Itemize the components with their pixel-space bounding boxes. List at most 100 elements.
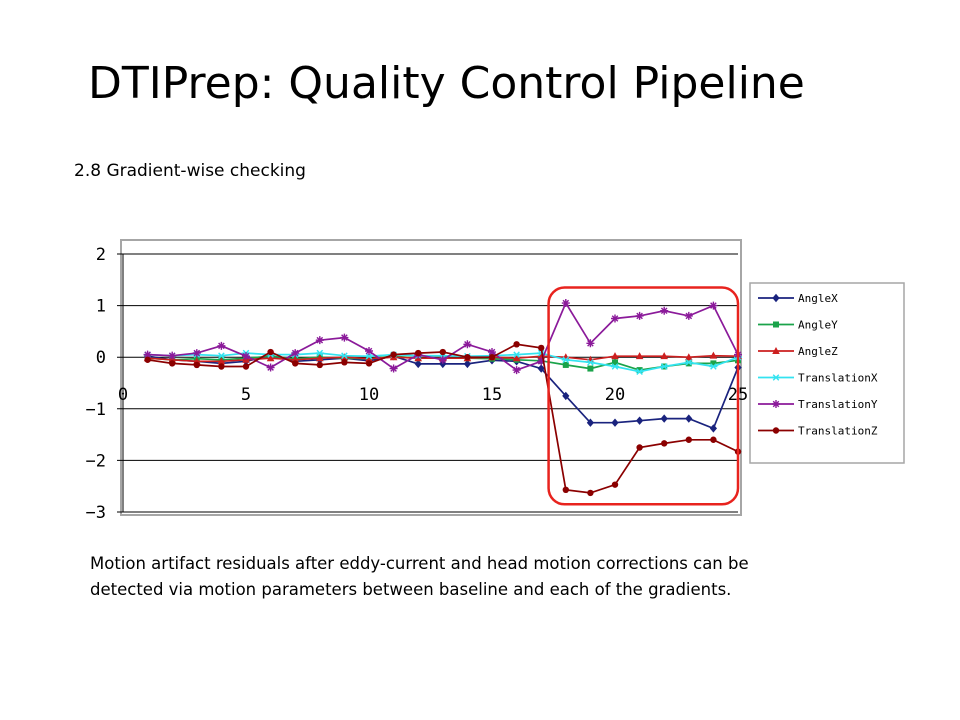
- translationx-point: [217, 352, 226, 359]
- x-tick-label: 10: [359, 385, 379, 405]
- translationz-point: [415, 349, 422, 357]
- angley-point: [710, 360, 717, 367]
- translationz-point: [390, 351, 397, 358]
- anglez-point: [611, 352, 619, 360]
- translationy-point: [438, 355, 447, 364]
- y-tick-label: −2: [86, 451, 106, 471]
- legend-item-anglex: AngleX: [758, 292, 838, 305]
- plot-area-border: [120, 239, 742, 516]
- translationz-point: [242, 363, 250, 370]
- translationz-point: [464, 354, 471, 361]
- translationx-point: [561, 356, 570, 364]
- translationx-point: [340, 352, 349, 359]
- translationz-point: [538, 344, 545, 352]
- series-translationz: [144, 341, 742, 497]
- translationx-point: [660, 363, 669, 370]
- translationz-point: [488, 354, 496, 361]
- legend-label: AngleZ: [798, 345, 838, 358]
- legend-marker: [773, 321, 779, 328]
- translationy-point: [684, 311, 693, 320]
- translationz-point: [341, 359, 348, 366]
- translationz-point: [562, 486, 569, 494]
- highlight-box: [547, 286, 740, 506]
- series-lines: [143, 299, 742, 497]
- caption: Motion artifact residuals after eddy-cur…: [90, 551, 910, 602]
- legend-label: AngleY: [798, 319, 838, 332]
- translationz-point: [193, 361, 200, 369]
- translationz-point: [611, 481, 619, 488]
- translationz-point: [365, 360, 373, 367]
- slide-title: DTIPrep: Quality Control Pipeline: [88, 58, 805, 109]
- translationy-point: [635, 311, 644, 320]
- translationx-point: [635, 368, 644, 375]
- translationy-point: [291, 349, 300, 358]
- translationy-point: [217, 341, 226, 350]
- anglex-point: [709, 424, 717, 433]
- translationx-point: [611, 363, 619, 370]
- translationy-point: [512, 366, 521, 375]
- translationz-point: [661, 440, 668, 447]
- legend-marker: [772, 293, 780, 303]
- translationy-point: [340, 333, 349, 342]
- translationy-point: [168, 351, 177, 360]
- translationy-point: [266, 363, 275, 372]
- angley-point: [612, 359, 618, 366]
- x-tick-label: 5: [241, 385, 251, 405]
- translationy-point: [488, 348, 496, 357]
- legend-label: TranslationY: [798, 398, 878, 411]
- angley-point: [587, 365, 594, 372]
- legend-item-translationy: TranslationY: [758, 398, 878, 411]
- slide-subtitle: 2.8 Gradient-wise checking: [74, 161, 306, 181]
- translationx-point: [684, 359, 693, 366]
- translationz-point: [144, 356, 151, 363]
- anglez-point: [365, 354, 373, 362]
- y-axis-ticks: 2 1 0 −1 −2 −3: [86, 245, 106, 523]
- translationy-point: [463, 340, 472, 349]
- legend-item-anglez: AngleZ: [758, 345, 838, 358]
- caption-line-1: Motion artifact residuals after eddy-cur…: [90, 554, 749, 573]
- translationy-point: [242, 352, 250, 361]
- caption-line-2: detected via motion parameters between b…: [90, 579, 732, 599]
- series-translationy: [143, 299, 742, 375]
- translationz-point: [587, 489, 594, 497]
- legend-marker: [772, 400, 780, 408]
- anglex-point: [660, 414, 668, 423]
- x-tick-label: 0: [118, 385, 128, 405]
- translationy-point: [611, 314, 619, 323]
- legend-label: AngleX: [798, 292, 838, 305]
- anglez-point: [660, 352, 668, 360]
- anglez-point: [266, 354, 275, 362]
- legend-item-translationx: TranslationX: [758, 372, 878, 385]
- translationy-point: [143, 350, 152, 359]
- translationy-point: [586, 339, 595, 348]
- anglez-point: [685, 353, 693, 361]
- translationz-point: [267, 348, 274, 356]
- x-tick-label: 15: [482, 385, 502, 405]
- anglez-point: [217, 357, 226, 365]
- translationy-point: [192, 349, 201, 358]
- translationz-point: [292, 360, 299, 367]
- legend-marker: [772, 427, 780, 434]
- translationy-point: [537, 357, 546, 366]
- translationy-point: [315, 336, 324, 345]
- legend-marker: [772, 374, 780, 381]
- translationx-point: [365, 352, 373, 360]
- x-tick-label: 20: [605, 385, 625, 405]
- anglex-point: [537, 364, 545, 373]
- translationz-point: [710, 436, 717, 443]
- anglex-point: [611, 418, 619, 427]
- translationz-point: [218, 363, 225, 370]
- anglez-point: [635, 352, 644, 360]
- anglez-point: [512, 354, 521, 362]
- translationz-point: [169, 360, 176, 367]
- anglex-point: [463, 359, 471, 369]
- translationy-point: [561, 299, 570, 308]
- legend-label: TranslationX: [798, 372, 878, 385]
- anglex-point: [685, 414, 693, 423]
- anglex-point: [562, 391, 570, 401]
- anglex-point: [586, 418, 594, 427]
- translationz-point: [439, 348, 446, 356]
- anglex-point: [414, 359, 422, 369]
- translationy-point: [660, 306, 669, 315]
- gridlines: [117, 253, 738, 513]
